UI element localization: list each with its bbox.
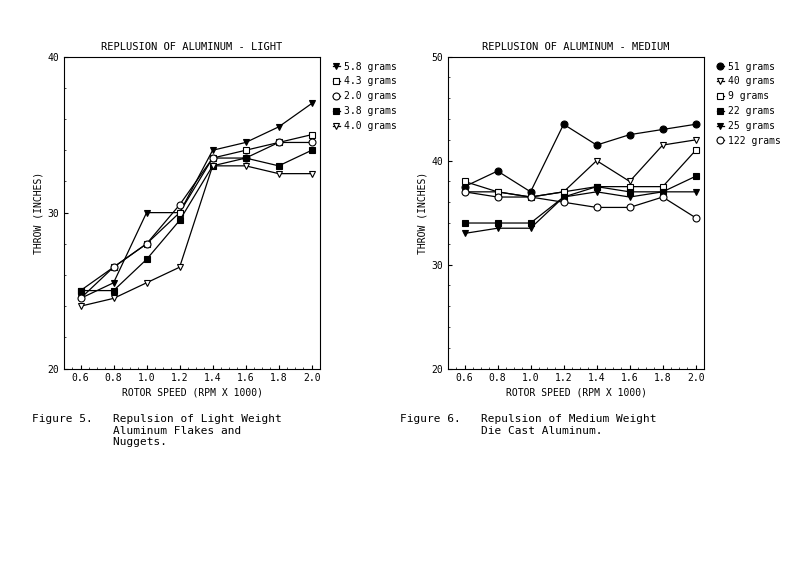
Legend: 51 grams, 40 grams, 9 grams, 22 grams, 25 grams, 122 grams: 51 grams, 40 grams, 9 grams, 22 grams, 2… <box>717 62 781 146</box>
Text: Figure 5.   Repulsion of Light Weight
            Aluminum Flakes and
          : Figure 5. Repulsion of Light Weight Alum… <box>32 414 282 447</box>
Text: Figure 6.   Repulsion of Medium Weight
            Die Cast Aluminum.: Figure 6. Repulsion of Medium Weight Die… <box>400 414 657 435</box>
X-axis label: ROTOR SPEED (RPM X 1000): ROTOR SPEED (RPM X 1000) <box>122 388 262 397</box>
Y-axis label: THROW (INCHES): THROW (INCHES) <box>418 171 427 254</box>
Title: REPLUSION OF ALUMINUM - LIGHT: REPLUSION OF ALUMINUM - LIGHT <box>102 42 282 52</box>
X-axis label: ROTOR SPEED (RPM X 1000): ROTOR SPEED (RPM X 1000) <box>506 388 646 397</box>
Title: REPLUSION OF ALUMINUM - MEDIUM: REPLUSION OF ALUMINUM - MEDIUM <box>482 42 670 52</box>
Y-axis label: THROW (INCHES): THROW (INCHES) <box>34 171 43 254</box>
Legend: 5.8 grams, 4.3 grams, 2.0 grams, 3.8 grams, 4.0 grams: 5.8 grams, 4.3 grams, 2.0 grams, 3.8 gra… <box>333 62 397 131</box>
